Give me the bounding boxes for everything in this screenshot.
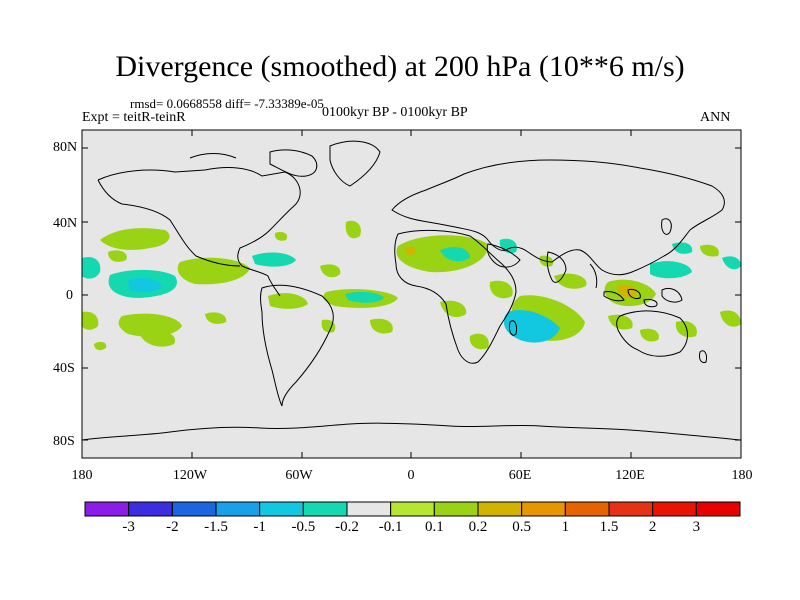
lon-label-180w: 180 bbox=[71, 468, 93, 483]
contour-patch bbox=[650, 261, 692, 279]
colorbar-tick-label: 1.5 bbox=[599, 519, 619, 535]
colorbar-tick-label: -3 bbox=[122, 519, 135, 535]
colorbar-tick-label: -0.2 bbox=[335, 519, 359, 535]
period-label: 0100kyr BP - 0100kyr BP bbox=[322, 105, 468, 120]
colorbar-tick-label: -1 bbox=[253, 519, 266, 535]
lat-label-40n: 40N bbox=[53, 216, 78, 231]
contour-patch bbox=[82, 311, 99, 330]
lon-label-0: 0 bbox=[407, 468, 415, 483]
lat-label-0: 0 bbox=[66, 288, 73, 303]
colorbar-box bbox=[215, 501, 261, 517]
colorbar-tick-label: 2 bbox=[648, 519, 657, 535]
colorbar-box bbox=[695, 501, 741, 517]
contour-patch bbox=[128, 278, 162, 293]
contour-patch bbox=[672, 242, 693, 254]
colorbar-box bbox=[652, 501, 697, 517]
stats-text: rmsd= 0.0668558 diff= -7.33389e-05 bbox=[130, 96, 324, 111]
lon-label-180e: 180 bbox=[731, 468, 753, 483]
contour-fills bbox=[82, 220, 741, 351]
colorbar-tick-label: 1 bbox=[561, 519, 570, 535]
colorbar-tick-label: 0.1 bbox=[424, 519, 444, 535]
lon-label-120w: 120W bbox=[172, 468, 208, 483]
lat-label-40s: 40S bbox=[53, 361, 75, 376]
colorbar-tick-label: -0.1 bbox=[378, 519, 403, 535]
colorbar-box bbox=[521, 501, 566, 517]
contour-patch bbox=[82, 256, 101, 279]
contour-patch bbox=[640, 328, 659, 342]
colorbar-box bbox=[346, 501, 392, 517]
contour-patch bbox=[268, 293, 308, 309]
lon-label-60e: 60E bbox=[508, 468, 532, 483]
tick-marks bbox=[82, 130, 741, 458]
contour-patch bbox=[499, 238, 517, 254]
contour-patch bbox=[404, 246, 416, 255]
contour-patch bbox=[370, 318, 393, 334]
colorbar-box bbox=[128, 501, 173, 517]
colorbar-box bbox=[302, 501, 348, 517]
colorbar-tick-label: -0.5 bbox=[291, 519, 316, 535]
colorbar-box bbox=[259, 501, 304, 517]
lat-label-80s: 80S bbox=[53, 434, 75, 449]
contour-patch bbox=[320, 264, 341, 278]
contour-patch bbox=[608, 314, 633, 330]
contour-patch bbox=[720, 310, 741, 327]
contour-patch bbox=[108, 250, 127, 262]
figure-title: Divergence (smoothed) at 200 hPa (10**6 … bbox=[115, 50, 685, 83]
colorbar-box bbox=[433, 501, 479, 517]
colorbar-box bbox=[477, 501, 523, 517]
lon-label-60w: 60W bbox=[285, 468, 313, 483]
experiment-label: Expt = teitR-teinR bbox=[82, 110, 186, 125]
contour-patch bbox=[274, 231, 288, 241]
contour-patch bbox=[345, 291, 384, 303]
season-label: ANN bbox=[700, 110, 731, 125]
contour-patch bbox=[118, 313, 182, 337]
colorbar-box bbox=[390, 501, 435, 517]
contour-patch bbox=[503, 309, 560, 343]
contour-patch bbox=[722, 256, 741, 270]
colorbar-box bbox=[84, 501, 130, 517]
colorbar-tick-label: 3 bbox=[692, 519, 701, 535]
contour-patch bbox=[489, 280, 513, 299]
colorbar-box bbox=[608, 501, 654, 517]
contour-patch bbox=[617, 284, 637, 298]
contour-patch bbox=[321, 319, 336, 333]
contour-patch bbox=[138, 328, 176, 347]
contour-patch bbox=[100, 228, 170, 250]
colorbar-box bbox=[171, 501, 217, 517]
contour-patch bbox=[469, 333, 489, 350]
contour-patch bbox=[440, 247, 470, 262]
lon-label-120e: 120E bbox=[615, 468, 645, 483]
colorbar-tick-label: 0.5 bbox=[512, 519, 532, 535]
contour-patch bbox=[345, 220, 361, 239]
contour-patch bbox=[177, 257, 250, 285]
colorbar-tick-label: -2 bbox=[166, 519, 179, 535]
colorbar-tick-label: -1.5 bbox=[204, 519, 228, 535]
colorbar bbox=[84, 501, 741, 517]
colorbar-box bbox=[564, 501, 610, 517]
contour-patch bbox=[205, 312, 227, 324]
colorbar-tick-label: 0.2 bbox=[468, 519, 488, 535]
coastlines bbox=[81, 140, 742, 441]
contour-patch bbox=[252, 252, 296, 267]
contour-patch bbox=[700, 244, 719, 257]
contour-patch bbox=[94, 341, 107, 351]
lat-label-80n: 80N bbox=[53, 140, 78, 155]
